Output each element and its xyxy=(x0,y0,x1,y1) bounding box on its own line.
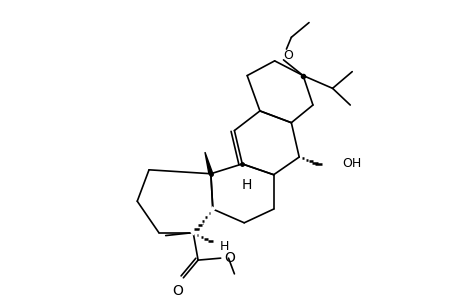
Text: O: O xyxy=(172,284,183,298)
Text: H: H xyxy=(219,240,229,253)
Text: H: H xyxy=(241,178,252,192)
Polygon shape xyxy=(205,152,213,174)
Text: O: O xyxy=(283,50,293,62)
Text: O: O xyxy=(224,251,235,265)
Text: OH: OH xyxy=(341,158,361,170)
